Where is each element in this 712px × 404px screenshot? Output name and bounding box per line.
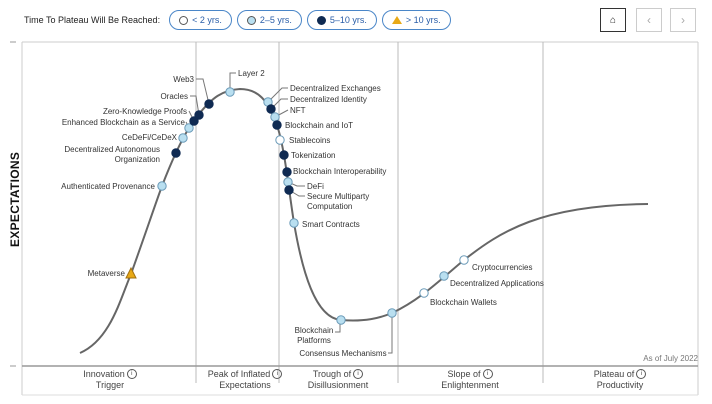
label-metaverse[interactable]: Metaverse: [88, 269, 126, 278]
label-decentralized-applications[interactable]: Decentralized Applications: [450, 279, 544, 288]
hype-curve: [79, 87, 649, 354]
chevron-left-icon: ‹: [647, 13, 651, 27]
marker-decentralized-autonomous[interactable]: [171, 148, 181, 158]
marker-cedefi-cedex[interactable]: [178, 133, 188, 143]
label-smart-contracts[interactable]: Smart Contracts: [302, 220, 360, 229]
marker-secure-multiparty[interactable]: [284, 185, 294, 195]
phase-label: Enlightenment: [441, 380, 499, 390]
leader-line: [196, 78, 210, 105]
marker-cryptocurrencies[interactable]: [459, 255, 469, 265]
legend: Time To Plateau Will Be Reached: < 2 yrs…: [24, 10, 451, 30]
dark-circle-icon: [316, 15, 326, 25]
label-secure-multiparty[interactable]: Computation: [307, 202, 352, 211]
leader-line: [270, 98, 288, 110]
filter-5to10-button[interactable]: 5–10 yrs.: [306, 10, 377, 30]
phase-label: Trough of: [312, 369, 352, 379]
filter-label: 2–5 yrs.: [259, 15, 292, 25]
marker-blockchain-and-iot[interactable]: [272, 120, 282, 130]
marker-consensus-mechanisms[interactable]: [387, 308, 397, 318]
leader-line: [267, 87, 288, 103]
leader-line: [229, 72, 236, 92]
phase-peak-of-inflatedexpectations: Peak of Inflated i Expectations: [195, 369, 295, 391]
label-enhanced-blockchain-as-a-service[interactable]: Enhanced Blockchain as a Service: [62, 118, 186, 127]
label-stablecoins[interactable]: Stablecoins: [289, 136, 330, 145]
phase-slope-ofenlightenment: Slope of i Enlightenment: [420, 369, 520, 391]
label-authenticated-provenance[interactable]: Authenticated Provenance: [61, 182, 155, 191]
legend-title: Time To Plateau Will Be Reached:: [24, 15, 161, 25]
label-oracles[interactable]: Oracles: [160, 92, 188, 101]
marker-blockchain-wallets[interactable]: [419, 288, 429, 298]
filter-gt10-button[interactable]: > 10 yrs.: [381, 10, 451, 30]
white-circle-icon: [179, 15, 189, 25]
label-blockchain-interoperability[interactable]: Blockchain Interoperability: [293, 167, 386, 176]
phase-label: Productivity: [596, 380, 644, 390]
phase-label: Innovation: [83, 369, 125, 379]
leader-line: [388, 313, 393, 354]
info-icon[interactable]: i: [353, 369, 364, 379]
phase-label: Disillusionment: [307, 380, 369, 390]
marker-stablecoins[interactable]: [275, 135, 285, 145]
marker-nft[interactable]: [270, 112, 280, 122]
as-of-date: As of July 2022: [643, 354, 698, 363]
phase-label: Plateau of: [593, 369, 635, 379]
marker-authenticated-provenance[interactable]: [157, 181, 167, 191]
filter-label: < 2 yrs.: [192, 15, 222, 25]
marker-tokenization[interactable]: [279, 150, 289, 160]
info-icon[interactable]: i: [126, 369, 137, 379]
triangle-icon: [391, 16, 402, 24]
filter-lt2-button[interactable]: < 2 yrs.: [169, 10, 232, 30]
label-nft[interactable]: NFT: [290, 106, 306, 115]
phase-label: Expectations: [219, 380, 271, 390]
leader-line: [190, 95, 200, 116]
marker-web3[interactable]: [204, 99, 214, 109]
next-button[interactable]: ›: [670, 8, 696, 32]
marker-enhanced-blockchain-as-a-service[interactable]: [184, 123, 194, 133]
phase-label: Trigger: [95, 380, 125, 390]
filter-2to5-button[interactable]: 2–5 yrs.: [236, 10, 302, 30]
label-secure-multiparty[interactable]: Secure Multiparty: [307, 192, 369, 201]
home-icon: ⌂: [609, 14, 617, 26]
info-icon[interactable]: i: [636, 369, 647, 379]
label-consensus-mechanisms[interactable]: Consensus Mechanisms: [299, 349, 386, 358]
label-blockchain-wallets[interactable]: Blockchain Wallets: [430, 298, 497, 307]
marker-blockchain-interoperability[interactable]: [282, 167, 292, 177]
previous-button[interactable]: ‹: [636, 8, 662, 32]
phase-innovationtrigger: Innovation i Trigger: [60, 369, 160, 391]
marker-smart-contracts[interactable]: [289, 218, 299, 228]
phase-trough-ofdisillusionment: Trough of i Disillusionment: [288, 369, 388, 391]
filter-label: > 10 yrs.: [405, 15, 441, 25]
label-zero-knowledge-proofs[interactable]: Zero-Knowledge Proofs: [103, 107, 187, 116]
chevron-right-icon: ›: [681, 13, 685, 27]
marker-zero-knowledge-proofs[interactable]: [189, 116, 199, 126]
label-layer-2[interactable]: Layer 2: [238, 69, 265, 78]
phase-label: Slope of: [447, 369, 481, 379]
phase-plateau-ofproductivity: Plateau of i Productivity: [570, 369, 670, 391]
label-defi[interactable]: DeFi: [307, 182, 324, 191]
phase-label: Peak of Inflated: [207, 369, 271, 379]
label-decentralized-exchanges[interactable]: Decentralized Exchanges: [290, 84, 381, 93]
label-decentralized-autonomous[interactable]: Decentralized Autonomous: [64, 145, 160, 154]
marker-decentralized-identity[interactable]: [266, 104, 276, 114]
filter-label: 5–10 yrs.: [329, 15, 367, 25]
marker-layer-2[interactable]: [225, 87, 235, 97]
info-icon[interactable]: i: [272, 369, 283, 379]
label-decentralized-autonomous[interactable]: Organization: [115, 155, 160, 164]
light-blue-circle-icon: [246, 15, 256, 25]
label-cryptocurrencies[interactable]: Cryptocurrencies: [472, 263, 532, 272]
label-web3[interactable]: Web3: [173, 75, 194, 84]
marker-defi[interactable]: [283, 177, 293, 187]
label-decentralized-identity[interactable]: Decentralized Identity: [290, 95, 367, 104]
triangle-marker-metaverse[interactable]: [125, 266, 137, 279]
label-blockchain[interactable]: Blockchain: [295, 326, 334, 335]
label-cedefi-cedex[interactable]: CeDeFi/CeDeX: [122, 133, 178, 142]
marker-oracles[interactable]: [194, 110, 204, 120]
label-tokenization[interactable]: Tokenization: [291, 151, 335, 160]
label-blockchain[interactable]: Platforms: [297, 336, 331, 345]
home-button[interactable]: ⌂: [600, 8, 626, 32]
marker-blockchain[interactable]: [336, 315, 346, 325]
marker-decentralized-applications[interactable]: [439, 271, 449, 281]
label-blockchain-and-iot[interactable]: Blockchain and IoT: [285, 121, 353, 130]
info-icon[interactable]: i: [482, 369, 493, 379]
